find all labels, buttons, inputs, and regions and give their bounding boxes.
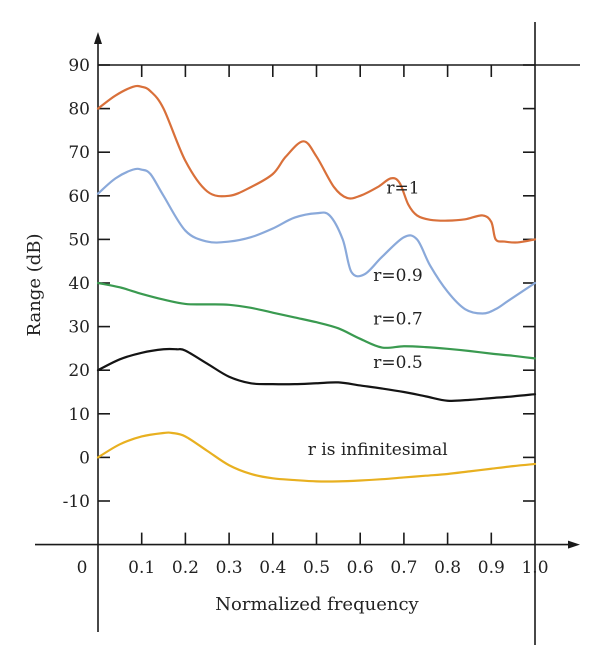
- x-tick-label: 0: [77, 558, 88, 578]
- y-axis-arrow: [94, 32, 102, 44]
- series-4-label: r=0.5: [373, 353, 422, 373]
- series-1-label: r=1: [386, 179, 419, 199]
- series-5-line: [96, 431, 537, 483]
- series-3-label: r=0.7: [373, 309, 422, 329]
- series-2-label: r=0.9: [373, 266, 422, 286]
- y-tick-label: 80: [68, 100, 90, 120]
- series-layer: [96, 84, 537, 483]
- x-tick-label: 0.1: [128, 558, 155, 578]
- x-tick-label: 0.9: [478, 558, 505, 578]
- x-tick-label: 0.2: [172, 558, 199, 578]
- y-tick-label: 20: [68, 361, 90, 381]
- series-4-line: [96, 347, 537, 402]
- x-tick-label: 1.0: [521, 558, 548, 578]
- y-tick-label: 60: [68, 187, 90, 207]
- x-axis-arrow: [568, 540, 580, 549]
- y-tick-label: -10: [63, 492, 90, 512]
- y-tick-label: 10: [68, 405, 90, 425]
- x-tick-label: 0.8: [434, 558, 461, 578]
- axes: [35, 22, 580, 645]
- x-tick-label: 0.6: [347, 558, 374, 578]
- series-3-line: [96, 281, 537, 360]
- y-tick-label: 70: [68, 143, 90, 163]
- series-1-line: [96, 84, 537, 244]
- x-axis-title: Normalized frequency: [215, 594, 419, 615]
- x-tick-label: 0.5: [303, 558, 330, 578]
- y-tick-label: 50: [68, 230, 90, 250]
- x-tick-label: 0.7: [390, 558, 417, 578]
- series-5-label: r is infinitesimal: [308, 440, 448, 460]
- y-tick-label: 40: [68, 274, 90, 294]
- x-tick-label: 0.4: [259, 558, 286, 578]
- series-2-line: [96, 167, 537, 315]
- ticks: 90 80 70 60 50 40 30 20 10 0 -10 0 0.1 0.2 0.3 0.4 0.5 0.…: [63, 56, 549, 578]
- y-axis-title: Range (dB): [24, 234, 45, 337]
- y-tick-label: 90: [68, 56, 90, 76]
- series-labels: r=1 r=0.9 r=0.7 r=0.5 r is infinitesimal: [308, 179, 448, 461]
- y-tick-label: 0: [79, 448, 90, 468]
- x-tick-label: 0.3: [216, 558, 243, 578]
- y-tick-label: 30: [68, 318, 90, 338]
